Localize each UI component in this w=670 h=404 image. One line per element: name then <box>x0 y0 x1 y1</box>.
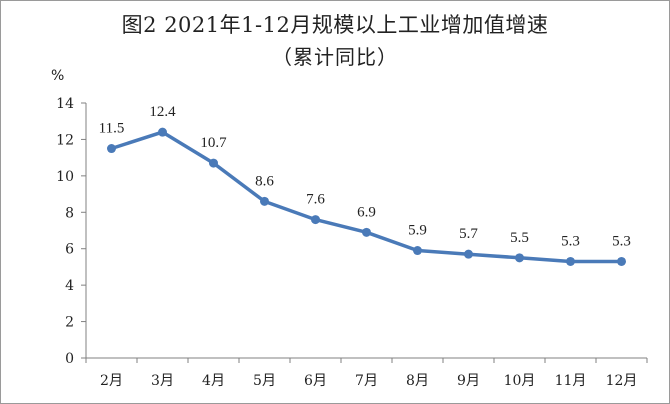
chart-title: 图2 2021年1-12月规模以上工业增加值增速 <box>121 13 549 37</box>
y-tick-label: 14 <box>56 96 74 112</box>
y-tick-label: 8 <box>65 205 74 221</box>
data-point <box>515 253 524 263</box>
data-point <box>158 127 167 137</box>
data-point <box>260 196 269 206</box>
data-label: 10.7 <box>200 135 227 151</box>
x-tick-label: 10月 <box>504 373 536 389</box>
data-label: 5.3 <box>612 233 631 249</box>
y-tick-label: 0 <box>65 351 74 367</box>
x-tick-label: 7月 <box>355 373 378 389</box>
y-tick-label: 2 <box>65 315 74 331</box>
y-tick-label: 10 <box>56 169 74 185</box>
data-labels: 11.5 12.4 10.7 8.6 7.6 6.9 5.9 5.7 5.5 5.3 5.3 <box>99 104 631 249</box>
x-tick-label: 9月 <box>457 373 480 389</box>
chart-subtitle: （累计同比） <box>272 45 398 69</box>
y-tick-label: 4 <box>65 278 74 294</box>
y-tick-label: 6 <box>65 242 74 258</box>
y-axis: 0 2 4 6 8 10 12 14 <box>56 96 87 367</box>
x-tick-label: 4月 <box>202 373 225 389</box>
y-axis-unit: % <box>51 68 64 84</box>
data-point <box>311 215 320 225</box>
x-tick-label: 3月 <box>151 373 174 389</box>
series-line <box>110 130 622 264</box>
y-tick-label: 12 <box>56 132 74 148</box>
data-point <box>362 227 371 237</box>
data-point <box>566 256 575 266</box>
x-tick-label: 11月 <box>555 373 587 389</box>
data-label: 8.6 <box>255 173 274 189</box>
data-point <box>107 144 116 154</box>
data-point <box>209 158 218 168</box>
x-tick-label: 2月 <box>100 373 123 389</box>
data-label: 5.7 <box>459 226 478 242</box>
data-label: 6.9 <box>357 204 376 220</box>
data-point <box>617 256 626 266</box>
series <box>107 127 626 266</box>
data-label: 5.3 <box>561 233 580 249</box>
data-label: 12.4 <box>149 104 176 120</box>
x-tick-label: 5月 <box>253 373 276 389</box>
x-tick-label: 6月 <box>304 373 327 389</box>
data-label: 11.5 <box>99 121 125 137</box>
data-point <box>464 249 473 259</box>
data-label: 7.6 <box>306 192 325 208</box>
data-label: 5.5 <box>510 230 529 246</box>
x-axis: 2月 3月 4月 5月 6月 7月 8月 9月 10月 11月 12月 <box>85 357 648 389</box>
x-tick-label: 8月 <box>406 373 429 389</box>
x-tick-label: 12月 <box>606 373 638 389</box>
data-label: 5.9 <box>408 223 427 239</box>
data-point <box>413 246 422 256</box>
